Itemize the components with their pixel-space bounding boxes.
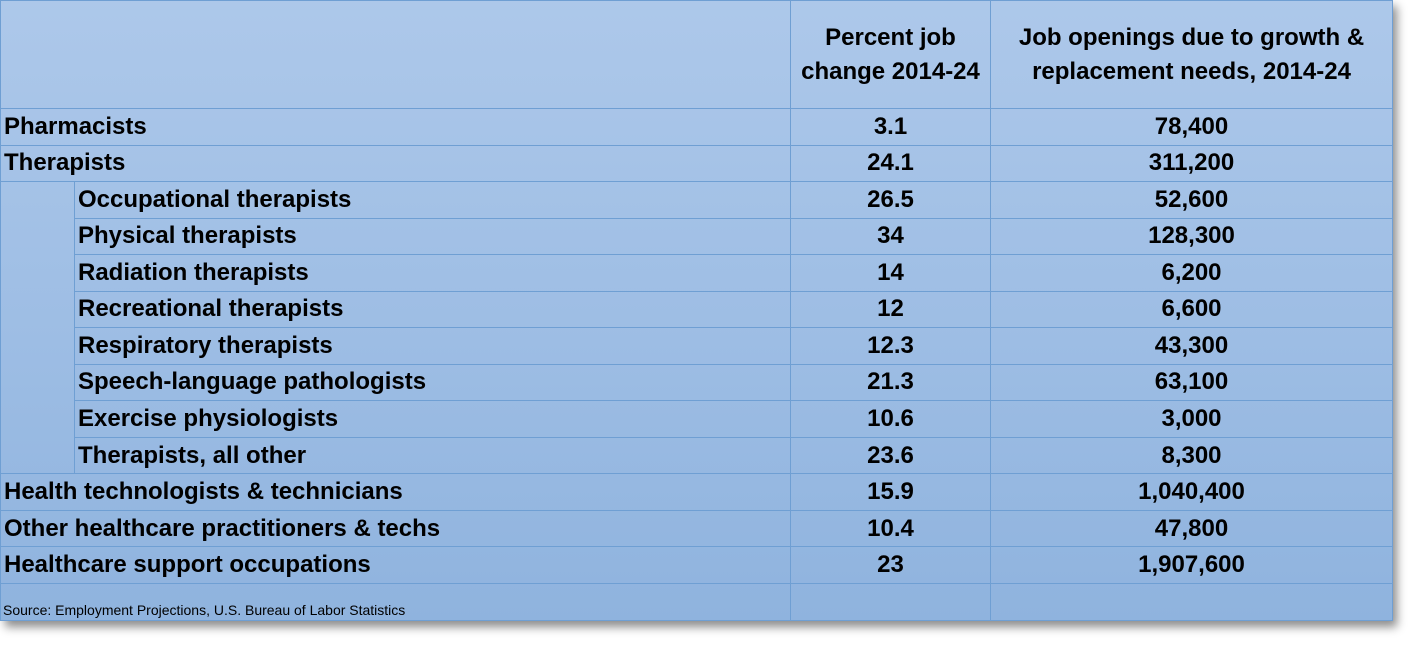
occupation-name: Occupational therapists (74, 181, 791, 219)
occupation-name: Therapists, all other (74, 436, 791, 475)
openings-value: 1,040,400 (990, 473, 1393, 511)
indent-spacer (0, 327, 75, 365)
percent-change-value: 12.3 (790, 327, 991, 365)
table-row: Health technologists & technicians 15.9 1,… (0, 473, 1393, 511)
openings-value: 128,300 (990, 217, 1393, 256)
percent-change-value: 12 (790, 290, 991, 329)
percent-change-value: 10.6 (790, 400, 991, 438)
occupation-header (0, 0, 791, 109)
percent-change-value: 3.1 (790, 108, 991, 146)
table-row: Radiation therapists 14 6,200 (0, 254, 1393, 292)
source-note: Source: Employment Projections, U.S. Bur… (0, 583, 791, 621)
source-row-empty-pct (790, 583, 991, 621)
table-row: Respiratory therapists 12.3 43,300 (0, 327, 1393, 365)
indent-spacer (0, 437, 75, 474)
occupation-name: Pharmacists (0, 108, 791, 146)
openings-value: 6,200 (990, 254, 1393, 292)
percent-change-value: 23 (790, 546, 991, 584)
indent-spacer (0, 400, 75, 438)
openings-value: 43,300 (990, 327, 1393, 365)
table-row: Healthcare support occupations 23 1,907,60… (0, 546, 1393, 584)
table-row: Therapists 24.1 311,200 (0, 144, 1393, 183)
occupation-name: Healthcare support occupations (0, 546, 791, 584)
openings-value: 3,000 (990, 400, 1393, 438)
occupation-name: Therapists (0, 144, 791, 183)
occupation-name: Radiation therapists (74, 254, 791, 292)
source-row: Source: Employment Projections, U.S. Bur… (0, 583, 1393, 621)
table-row: Therapists, all other 23.6 8,300 (0, 436, 1393, 475)
indent-spacer (0, 291, 75, 328)
percent-change-value: 14 (790, 254, 991, 292)
table-row: Exercise physiologists 10.6 3,000 (0, 400, 1393, 438)
occupation-name: Exercise physiologists (74, 400, 791, 438)
indent-spacer (0, 364, 75, 401)
percent-change-value: 26.5 (790, 181, 991, 219)
job-outlook-table: Percent job change 2014-24 Job openings … (0, 0, 1393, 621)
percent-change-value: 15.9 (790, 473, 991, 511)
occupation-name: Recreational therapists (74, 290, 791, 329)
openings-value: 311,200 (990, 144, 1393, 183)
percent-change-value: 10.4 (790, 509, 991, 548)
indent-spacer (0, 254, 75, 292)
occupation-name: Physical therapists (74, 217, 791, 256)
occupation-name: Speech-language pathologists (74, 363, 791, 402)
openings-value: 63,100 (990, 363, 1393, 402)
openings-header-line-1: Job openings due to growth & (1018, 23, 1365, 51)
table-row: Other healthcare practitioners & techs 10… (0, 509, 1393, 548)
percent-change-header-line-2: change 2014-24 (801, 57, 980, 85)
percent-change-header-line-1: Percent job (825, 23, 956, 51)
percent-change-value: 23.6 (790, 436, 991, 475)
occupation-name: Other healthcare practitioners & techs (0, 509, 791, 548)
table-row: Recreational therapists 12 6,600 (0, 290, 1393, 329)
data-table-container: Percent job change 2014-24 Job openings … (0, 0, 1393, 621)
openings-value: 52,600 (990, 181, 1393, 219)
openings-value: 1,907,600 (990, 546, 1393, 584)
occupation-name: Health technologists & technicians (0, 473, 791, 511)
percent-change-value: 21.3 (790, 363, 991, 402)
percent-change-value: 24.1 (790, 144, 991, 183)
table-row: Speech-language pathologists 21.3 63,100 (0, 363, 1393, 402)
openings-value: 8,300 (990, 436, 1393, 475)
header-row: Percent job change 2014-24 Job openings … (0, 0, 1393, 109)
table-body: Pharmacists 3.1 78,400 Therapists 24.1 311,20… (0, 108, 1393, 584)
indent-spacer (0, 218, 75, 255)
source-row-empty-openings (990, 583, 1393, 621)
indent-spacer (0, 181, 75, 219)
openings-value: 78,400 (990, 108, 1393, 146)
table-row: Pharmacists 3.1 78,400 (0, 108, 1393, 146)
openings-value: 47,800 (990, 509, 1393, 548)
openings-value: 6,600 (990, 290, 1393, 329)
table-row: Physical therapists 34 128,300 (0, 217, 1393, 256)
occupation-name: Respiratory therapists (74, 327, 791, 365)
openings-header: Job openings due to growth & replacement… (990, 0, 1393, 109)
openings-header-line-2: replacement needs, 2014-24 (1032, 57, 1351, 85)
percent-change-value: 34 (790, 217, 991, 256)
percent-change-header: Percent job change 2014-24 (790, 0, 991, 109)
table-row: Occupational therapists 26.5 52,600 (0, 181, 1393, 219)
